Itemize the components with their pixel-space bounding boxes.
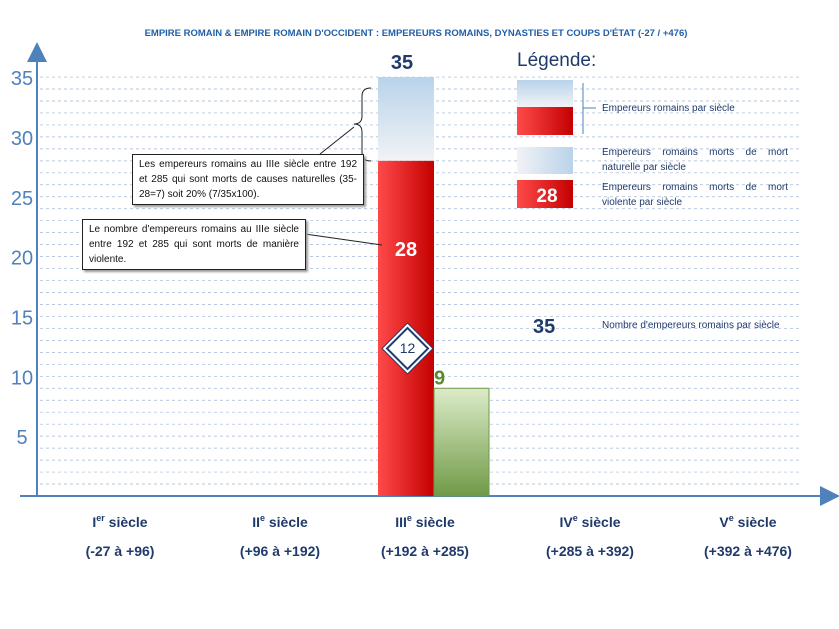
x-category-range: (+192 à +285)	[381, 543, 469, 559]
legend-item-natural: Empereurs romains morts de mort naturell…	[602, 147, 788, 173]
legend-count-value: 35	[533, 316, 556, 338]
y-tick-label: 20	[11, 248, 33, 270]
bar-violent-label: 28	[395, 239, 417, 261]
legend-swatch-total-top	[517, 80, 573, 107]
chart-title: EMPIRE ROMAIN & EMPIRE ROMAIN D'OCCIDENT…	[145, 28, 688, 39]
x-category-range: (-27 à +96)	[86, 543, 155, 559]
brace-bracket	[353, 87, 372, 162]
x-category-labels: Ier siècle (-27 à +96) IIe siècle (+96 à +1…	[86, 513, 792, 559]
callout-violent-text: Le nombre d'empereurs romains au IIIe si…	[89, 224, 299, 265]
legend-item-total: Empereurs romains par siècle	[602, 103, 735, 114]
x-category-label: Ve siècle	[719, 513, 776, 530]
callout-natural-causes: Les empereurs romains au IIIe siècle ent…	[132, 154, 364, 205]
bar-total-label: 9	[434, 367, 445, 389]
x-category-range: (+392 à +476)	[704, 543, 792, 559]
legend-swatch-total-bottom	[517, 107, 573, 135]
x-category-label: Ier siècle	[92, 513, 147, 530]
bars: 28 35 9	[378, 52, 490, 497]
x-category-label: IVe siècle	[559, 513, 620, 530]
y-tick-label: 35	[11, 68, 33, 90]
x-category-label: IIe siècle	[252, 513, 308, 530]
y-tick-label: 30	[11, 128, 33, 150]
y-tick-label: 25	[11, 188, 33, 210]
x-category-label: IIIe siècle	[395, 513, 455, 530]
callout-natural-text: Les empereurs romains au IIIe siècle ent…	[139, 159, 357, 200]
x-category-range: (+96 à +192)	[240, 543, 320, 559]
legend-item-violent: Empereurs romains morts de mort violente…	[602, 182, 788, 208]
callout-violent-deaths: Le nombre d'empereurs romains au IIIe si…	[82, 219, 306, 270]
callout-natural-pointer	[319, 126, 355, 155]
y-tick-label: 10	[11, 367, 33, 389]
legend-swatch-natural	[517, 147, 573, 174]
legend-violent-value: 28	[536, 186, 557, 207]
diamond-value: 12	[399, 340, 416, 356]
bar-total-natural	[378, 77, 434, 161]
bar-total	[433, 387, 490, 497]
callout-violent-pointer	[304, 233, 383, 246]
x-category-range: (+285 à +392)	[546, 543, 634, 559]
y-tick-label: 15	[11, 307, 33, 329]
y-tick-label: 5	[16, 427, 27, 449]
bar-total-label: 35	[391, 52, 413, 74]
legend-item-count: Nombre d'empereurs romains par siècle	[602, 320, 780, 331]
legend-title: Légende:	[517, 50, 597, 71]
legend-swatch-violent	[517, 180, 573, 208]
y-tick-labels: 5 10 15 20 25 30 35	[11, 68, 33, 449]
